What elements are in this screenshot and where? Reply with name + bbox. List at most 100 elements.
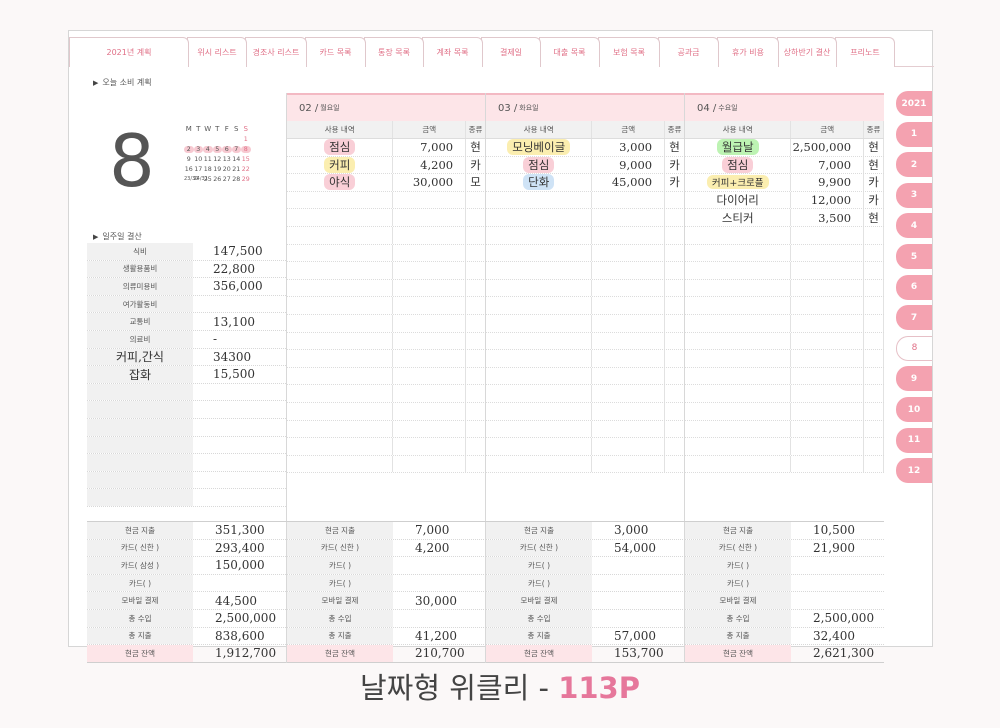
entry-kind	[466, 297, 486, 314]
month-tab-2[interactable]: 2	[896, 152, 932, 178]
month-tab-7[interactable]: 7	[896, 305, 932, 331]
summary-value: 32,400	[813, 628, 855, 643]
calendar-day: 15	[241, 155, 250, 163]
summary-value	[791, 592, 884, 609]
summary-value: 10,500	[813, 523, 855, 538]
tab-6[interactable]: 결제일	[481, 37, 541, 67]
entry-desc: 스티커	[685, 209, 792, 226]
entry-kind	[665, 332, 685, 350]
entry-amount	[592, 279, 666, 297]
calendar-day: 4	[203, 145, 213, 153]
tab-0[interactable]: 2021년 계획	[69, 37, 189, 67]
tab-9[interactable]: 공과금	[658, 37, 719, 67]
tab-5[interactable]: 계좌 목록	[422, 37, 483, 67]
section-tabs: 2021년 계획 위시 리스트 경조사 리스트 카드 목록 통장 목록 계좌 목록 결제일 대…	[69, 37, 899, 67]
tab-8[interactable]: 보험 목록	[598, 37, 660, 67]
entry-desc-text: 점심	[523, 156, 555, 173]
entry-row	[685, 226, 884, 245]
entry-kind: 카	[864, 174, 884, 191]
summary-row: 현금 지출 3,000	[486, 522, 685, 540]
entry-desc	[685, 455, 792, 473]
month-tab-5[interactable]: 5	[896, 244, 932, 269]
entry-row	[685, 350, 884, 368]
summary-value	[393, 557, 486, 574]
month-tab-9[interactable]: 9	[896, 366, 932, 392]
calendar-week: 1	[184, 134, 251, 144]
col-amount-header: 금액	[592, 121, 666, 138]
entry-row: 단화 45,000 카	[486, 174, 685, 192]
entry-kind	[864, 332, 884, 350]
entry-row	[486, 209, 685, 227]
week-row-value	[193, 384, 286, 401]
tab-11[interactable]: 상하반기 결산	[777, 37, 837, 67]
tab-10[interactable]: 휴가 비용	[717, 37, 779, 67]
entry-desc	[287, 385, 394, 402]
tab-1[interactable]: 위시 리스트	[187, 37, 247, 67]
entry-desc-text: 커피+크로플	[706, 175, 769, 190]
summary-value: 2,621,300	[813, 646, 875, 661]
entry-amount	[393, 350, 467, 367]
entry-row: 커피 4,200 카	[287, 156, 486, 175]
entry-desc	[287, 332, 394, 350]
month-tab-6[interactable]: 6	[896, 274, 932, 300]
entry-amount	[393, 191, 467, 209]
entry-kind	[466, 455, 486, 473]
week-row-value: 13,100	[213, 314, 255, 329]
month-tab-12[interactable]: 12	[896, 458, 932, 484]
calendar-day: 21	[232, 165, 241, 173]
tab-7[interactable]: 대출 목록	[539, 37, 600, 67]
week-row-label: 교통비	[87, 313, 193, 330]
tab-2[interactable]: 경조사 리스트	[245, 37, 307, 67]
entry-amount	[791, 402, 865, 420]
month-tab-2021[interactable]: 2021	[896, 91, 932, 116]
calendar-day: 3	[193, 145, 203, 153]
entry-desc	[486, 279, 593, 297]
entry-row	[685, 385, 884, 403]
entry-desc	[486, 385, 593, 402]
tab-3[interactable]: 카드 목록	[305, 37, 366, 67]
column-headers: 사용 내역 금액 종류	[287, 121, 487, 139]
month-tab-10[interactable]: 10	[896, 397, 932, 422]
tab-4[interactable]: 통장 목록	[364, 37, 424, 67]
tab-12[interactable]: 프리노트	[835, 37, 895, 67]
week-row-label	[87, 436, 193, 454]
month-tab-3[interactable]: 3	[896, 182, 932, 208]
entry-row	[685, 438, 884, 456]
summary-value	[791, 557, 884, 574]
summary-row: 현금 잔액 2,621,300	[685, 645, 884, 663]
summary-row: 모바일 결제	[685, 592, 884, 610]
entry-row	[685, 262, 884, 280]
entry-kind	[665, 191, 685, 209]
day-weekday: 월요일	[320, 104, 340, 112]
summary-value: 57,000	[614, 628, 656, 643]
month-tab-8[interactable]: 8	[896, 335, 932, 361]
week-row	[87, 454, 286, 472]
month-tab-1[interactable]: 1	[896, 121, 932, 147]
summary-d04: 현금 지출 10,500 카드( 신한 ) 21,900 카드( ) 카드( ) 모바일 결…	[684, 522, 884, 663]
week-row: 의료비 -	[87, 330, 286, 349]
col-amount-header: 금액	[393, 121, 467, 138]
week-row-value	[193, 454, 286, 471]
entry-desc	[486, 297, 593, 314]
entry-desc	[486, 226, 593, 244]
entry-desc	[486, 350, 593, 367]
month-tab-4[interactable]: 4	[896, 213, 932, 239]
entry-kind	[864, 402, 884, 420]
day-date: 02 /	[299, 102, 319, 114]
week-row	[87, 383, 286, 402]
week-row: 커피,간식 34300	[87, 348, 286, 367]
entry-kind	[466, 244, 486, 262]
entry-amount	[791, 314, 865, 332]
entry-row: 커피+크로플 9,900 카	[685, 174, 884, 192]
entry-row	[685, 402, 884, 421]
week-row-value: 356,000	[213, 279, 263, 294]
entry-kind	[466, 420, 486, 438]
entry-amount	[791, 455, 865, 473]
entry-row	[685, 279, 884, 298]
week-row-value	[193, 472, 286, 489]
summary-value: 2,500,000	[215, 611, 277, 626]
summary-row: 총 지출 838,600	[87, 627, 286, 646]
month-tab-11[interactable]: 11	[896, 427, 932, 453]
summary-row: 총 수입	[287, 609, 486, 628]
calendar-day: 19	[213, 165, 222, 173]
